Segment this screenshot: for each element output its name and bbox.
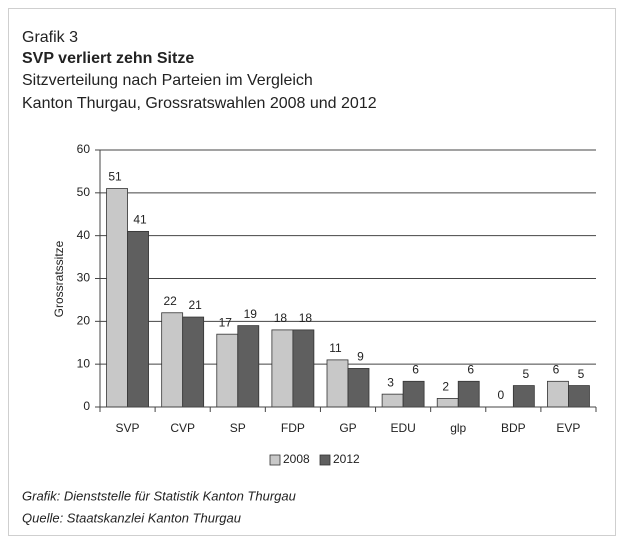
bar [457, 380, 480, 408]
data-label: 18 [274, 311, 288, 325]
data-label: 18 [299, 311, 313, 325]
bar [237, 325, 260, 408]
x-tick-label: SVP [116, 421, 140, 435]
y-tick-label: 10 [77, 356, 91, 370]
x-tick-label: SP [230, 421, 246, 435]
bar [436, 398, 459, 408]
y-tick-label: 50 [77, 185, 91, 199]
data-label: 9 [357, 350, 364, 364]
bar [512, 385, 535, 408]
x-tick-label: FDP [281, 421, 305, 435]
bar [182, 316, 205, 408]
x-tick-label: EVP [556, 421, 580, 435]
legend-swatch [269, 454, 281, 466]
bar [271, 329, 294, 408]
data-label: 19 [244, 307, 258, 321]
data-label: 21 [188, 298, 202, 312]
y-axis-label: Grossratssitze [52, 240, 66, 317]
bar [568, 385, 590, 408]
y-tick-label: 30 [77, 271, 91, 285]
data-label: 17 [219, 315, 233, 329]
data-label: 3 [387, 375, 394, 389]
kicker: Grafik 3 [22, 29, 78, 46]
chart-title: SVP verliert zehn Sitze [22, 50, 194, 67]
bar [127, 230, 149, 408]
bar [402, 380, 425, 408]
y-tick-label: 20 [77, 314, 91, 328]
bar [292, 329, 315, 408]
bar [326, 359, 349, 408]
x-tick-label: BDP [501, 421, 526, 435]
data-label: 6 [467, 362, 474, 376]
subtitle: Kanton Thurgau, Grossratswahlen 2008 und… [22, 95, 377, 112]
bar [161, 312, 184, 408]
x-tick-label: EDU [390, 421, 415, 435]
legend-label: 2012 [333, 452, 360, 466]
data-label: 0 [497, 388, 504, 402]
y-tick-label: 0 [83, 399, 90, 413]
data-label: 6 [412, 362, 419, 376]
x-tick-label: GP [339, 421, 356, 435]
x-tick-label: glp [450, 421, 466, 435]
bar [216, 333, 239, 408]
data-label: 51 [108, 170, 122, 184]
footnote: Quelle: Staatskanzlei Kanton Thurgau [22, 510, 241, 525]
legend-label: 2008 [283, 452, 310, 466]
legend-swatch [319, 454, 331, 466]
bar [347, 368, 370, 408]
subtitle: Sitzverteilung nach Parteien im Vergleic… [22, 72, 313, 89]
data-label: 41 [133, 213, 147, 227]
data-label: 5 [578, 367, 585, 381]
data-label: 5 [522, 367, 529, 381]
footnote: Grafik: Dienststelle für Statistik Kanto… [22, 488, 296, 503]
bar [547, 380, 569, 408]
y-tick-label: 40 [77, 228, 91, 242]
bar [106, 188, 128, 408]
data-label: 22 [163, 294, 177, 308]
x-tick-label: CVP [170, 421, 195, 435]
data-label: 6 [553, 362, 560, 376]
y-tick-label: 60 [77, 142, 91, 156]
data-label: 2 [442, 380, 449, 394]
data-label: 11 [329, 341, 342, 355]
bar [381, 393, 404, 408]
